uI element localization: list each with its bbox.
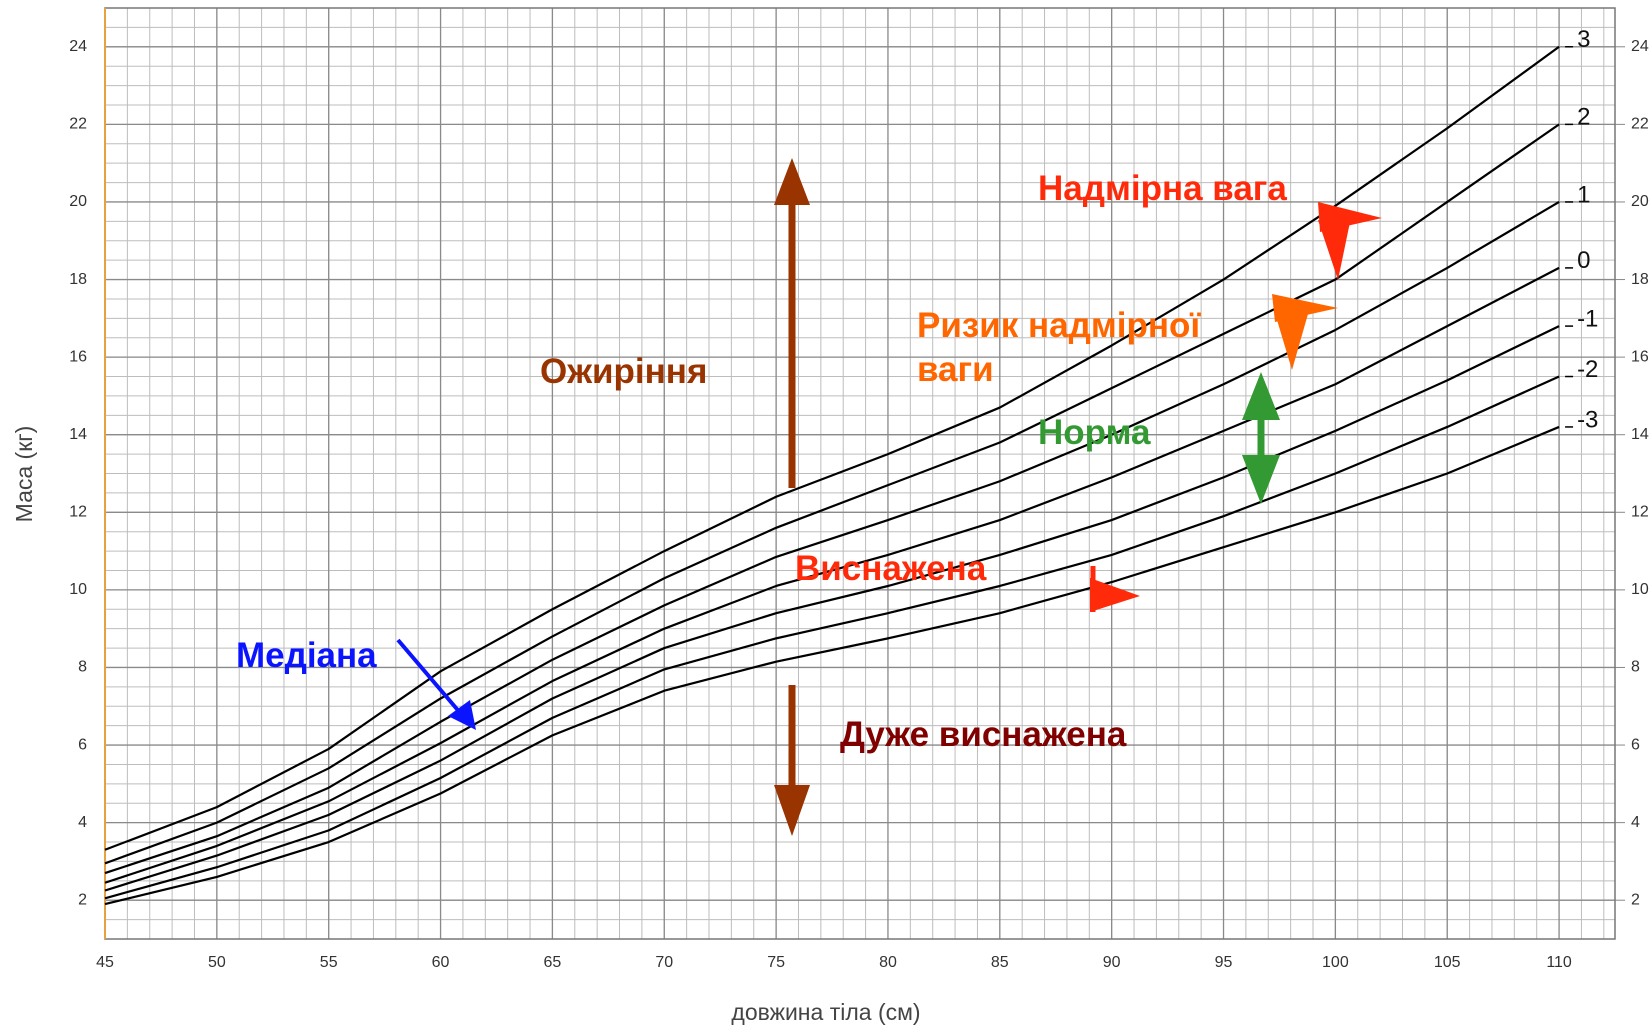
y-tick-label: 24 [69,38,87,55]
arrow-head [774,158,810,205]
y-tick-label-right: 6 [1631,736,1640,753]
annotation: Норма [1038,413,1151,452]
y-tick-label: 14 [69,426,87,443]
x-tick-label: 65 [544,954,562,971]
series-label: 1 [1577,181,1590,208]
arrow-overweight [1318,220,1350,280]
x-axis-label: довжина тіла (см) [731,999,920,1025]
y-tick-label: 22 [69,116,87,133]
series-label: 0 [1577,247,1590,274]
series-line [104,425,1560,906]
y-axis-label: Маса (кг) [11,426,37,523]
x-tick-label: 90 [1103,954,1121,971]
arrow-head [448,700,476,730]
x-tick-label: 50 [208,954,226,971]
annotation: Виснажена [795,549,987,588]
marks: 3 2 1 0 -1 -2 -3 [104,26,1598,906]
arrow-wasted [1090,578,1140,612]
y-tick-label-right: 24 [1631,38,1649,55]
arrow-head [774,785,810,836]
series-label: -2 [1577,356,1598,383]
series-line [104,266,1560,884]
arrow-risk [1274,310,1308,370]
y-tick-label-right: 14 [1631,426,1649,443]
series-line [104,375,1560,900]
arrows [396,158,1382,836]
y-tick-label-right: 16 [1631,348,1649,365]
arrow-head [1242,455,1280,504]
arrow-head [1242,372,1280,420]
x-tick-label: 80 [879,954,897,971]
y-tick-label: 8 [78,659,87,676]
y-tick-label-right: 10 [1631,581,1649,598]
x-tick-label: 60 [432,954,450,971]
x-tick-label: 75 [767,954,785,971]
series-line [104,45,1560,851]
annotation: Надмірна вага [1038,169,1287,208]
y-tick-label-right: 20 [1631,193,1649,210]
annotation: Медіана [236,636,377,675]
y-tick-label-right: 4 [1631,814,1640,831]
series-line [104,325,1560,892]
y-tick-label: 4 [78,814,87,831]
y-tick-label: 10 [69,581,87,598]
y-tick-label-right: 8 [1631,659,1640,676]
x-tick-label: 100 [1322,954,1349,971]
x-tick-label: 55 [320,954,338,971]
x-tick-label: 110 [1546,954,1572,971]
series-line [104,201,1560,875]
y-tick-label-right: 12 [1631,504,1649,521]
arrow-median [396,638,464,717]
x-tick-label: 85 [991,954,1009,971]
series-label: 3 [1577,26,1590,53]
series-line [104,123,1560,865]
x-tick-label: 95 [1215,954,1233,971]
y-tick-label-right: 22 [1631,116,1649,133]
annotation: Ожиріння [540,352,708,391]
y-tick-label-right: 2 [1631,891,1640,908]
y-tick-label: 6 [78,736,87,753]
annotation: Ризик надмірної ваги [917,306,1201,389]
y-tick-label: 16 [69,348,87,365]
y-tick-label: 20 [69,193,87,210]
annotation: Дуже виснажена [840,715,1127,754]
series-label: 2 [1577,104,1590,131]
x-tick-label: 70 [655,954,673,971]
y-tick-label: 2 [78,891,87,908]
x-tick-label: 105 [1434,954,1461,971]
x-tick-label: 45 [96,954,114,971]
series-label: -3 [1577,406,1598,433]
y-tick-label: 18 [69,271,87,288]
y-tick-label: 12 [69,504,87,521]
y-tick-label-right: 18 [1631,271,1649,288]
series-label: -1 [1577,305,1598,332]
